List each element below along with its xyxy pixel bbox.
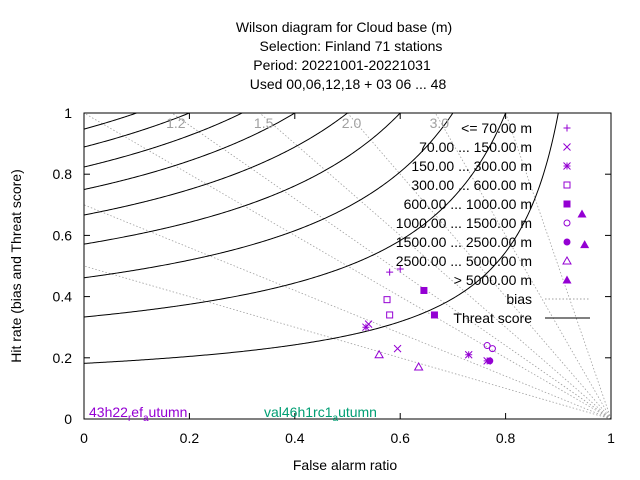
threat-score-curve-2 [84,113,454,279]
data-points [362,209,590,371]
x-tick-label-3: 0.6 [390,430,410,446]
legend-marker-5 [563,219,571,227]
threat-score-curve-6 [84,113,244,168]
annotation-0-part-4: utumn [149,404,188,420]
data-point-s0-p1 [386,268,394,276]
legend-label-1: 70.00 ... 150.00 m [419,139,532,155]
data-point-s8-p1 [577,209,587,218]
data-point-s4-p1 [430,311,438,319]
data-point-s1-p1 [393,344,402,353]
data-point-s8-p0 [580,240,590,249]
annotation-1-part-1: a [333,413,339,424]
bias-label-1: 1.5 [254,115,274,131]
bias-line-6 [434,113,611,419]
title-line-1: Wilson diagram for Cloud base (m) [236,19,452,35]
legend-marker-8 [562,275,572,284]
bias-line-1 [84,204,611,419]
annotation-0: 43h22refautumn [89,404,187,424]
legend-marker-1 [563,143,571,151]
plot-frame [83,112,612,420]
data-point-s3-p1 [386,311,394,319]
legend-label-6: 1500.00 ... 2500.00 m [396,234,532,250]
y-tick-label-4: 0.8 [53,166,73,182]
annotation-1-part-2: utumn [338,404,377,420]
threat-score-curve-3 [84,113,401,245]
data-point-s0-p0 [396,265,404,273]
threat-score-curves [84,113,559,364]
chart-title: Wilson diagram for Cloud base (m) Select… [236,19,452,92]
y-tick-label-2: 0.4 [53,289,73,305]
title-line-4: Used 00,06,12,18 + 03 06 ... 48 [250,76,447,92]
threat-score-curve-7 [84,113,191,148]
annotation-0-part-0: 43h22 [89,404,128,420]
y-tick-label-0: 0 [64,411,72,427]
annotation-1-part-0: val46h1rc1 [264,404,333,420]
data-point-s5-p1 [488,345,496,353]
data-point-s4-p0 [420,286,428,294]
x-axis-label: False alarm ratio [293,457,397,473]
threat-score-curve-0 [84,113,559,364]
legend-label-0: <= 70.00 m [461,120,532,136]
annotation-0-part-1: r [128,413,132,424]
data-point-s5-p0 [483,342,491,350]
legend-label-static-1: Threat score [453,310,532,326]
x-axis: 0 0.2 0.4 0.6 0.8 1 [80,113,615,446]
bias-label-2: 2.0 [342,115,362,131]
annotations: 43h22refautumn val46h1rc1autumn [89,404,377,424]
legend-label-4: 600.00 ... 1000.00 m [404,196,532,212]
bias-lines [84,113,611,419]
bias-label-0: 1.2 [166,115,186,131]
data-point-s7-p0 [374,349,384,359]
bias-labels: 1.2 1.5 2.0 3.0 [166,115,449,131]
annotation-0-part-3: a [143,413,149,424]
data-point-s3-p0 [383,296,391,304]
bias-line-5 [347,113,611,419]
data-point-s2-p0 [362,323,370,332]
legend-marker-3 [563,181,571,189]
x-tick-label-4: 0.8 [496,430,516,446]
y-tick-label-5: 1 [64,105,72,121]
annotation-0-part-2: ef [131,404,143,420]
legend-label-2: 150.00 ... 300.00 m [411,158,532,174]
data-point-s2-p1 [464,350,473,359]
legend-label-static-0: bias [506,291,532,307]
x-tick-label-2: 0.4 [285,430,305,446]
threat-score-curve-4 [84,113,349,216]
threat-score-curve-1 [84,113,507,318]
legend-label-5: 1000.00 ... 1500.00 m [396,215,532,231]
y-axis-label: Hit rate (bias and Threat score) [8,169,24,363]
data-point-s7-p1 [413,361,424,371]
legend-marker-2 [563,162,571,170]
x-tick-label-5: 1 [607,430,615,446]
bias-line-0 [84,265,611,419]
x-tick-label-1: 0.2 [180,430,200,446]
legend: <= 70.00 m 70.00 ... 150.00 m 150.00 ... 3… [396,120,590,326]
threat-score-curve-8 [84,113,139,130]
y-tick-label-1: 0.2 [53,350,73,366]
y-axis: 0 0.2 0.4 0.6 0.8 1 [53,105,611,427]
x-tick-label-0: 0 [80,430,88,446]
title-line-3: Period: 20221001-20221031 [253,57,431,73]
legend-marker-0 [563,124,571,132]
bias-line-7 [505,113,611,419]
bias-label-3: 3.0 [430,115,450,131]
annotation-1: val46h1rc1autumn [264,404,377,424]
title-line-2: Selection: Finland 71 stations [260,38,443,54]
legend-label-3: 300.00 ... 600.00 m [411,177,532,193]
legend-label-7: 2500.00 ... 5000.00 m [396,253,532,269]
legend-marker-7 [562,255,572,265]
bias-line-4 [259,113,611,419]
data-point-s6-p0 [486,357,494,365]
legend-marker-4 [563,200,571,208]
legend-label-8: > 5000.00 m [454,272,532,288]
threat-score-curve-5 [84,113,296,190]
y-tick-label-3: 0.6 [53,227,73,243]
legend-marker-6 [563,238,571,246]
